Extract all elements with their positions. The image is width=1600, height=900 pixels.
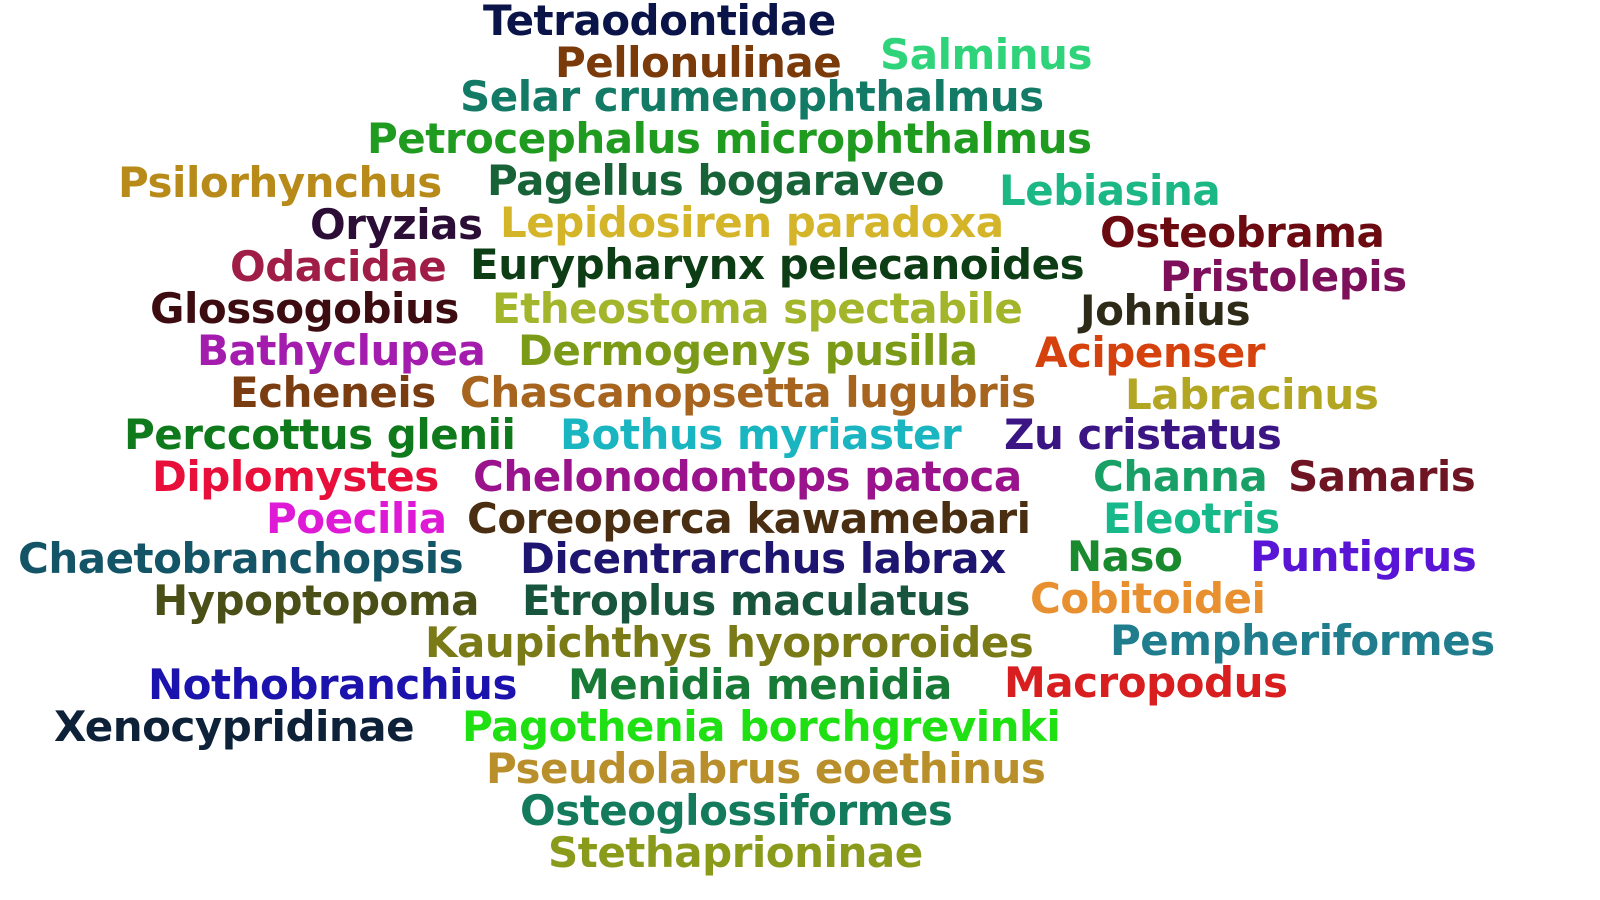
word-psilorhynchus: Psilorhynchus — [118, 158, 442, 207]
word-chaetobranchopsis: Chaetobranchopsis — [18, 534, 464, 583]
word-odacidae: Odacidae — [230, 242, 447, 291]
word-dicentrarchus-labrax: Dicentrarchus labrax — [520, 534, 1006, 583]
word-echeneis: Echeneis — [230, 368, 436, 417]
word-johnius: Johnius — [1080, 286, 1251, 335]
word-chascanopsetta-lugubris: Chascanopsetta lugubris — [460, 368, 1036, 417]
word-etheostoma-spectabile: Etheostoma spectabile — [492, 284, 1023, 333]
word-pempheriformes: Pempheriformes — [1110, 616, 1495, 665]
word-samaris: Samaris — [1288, 452, 1476, 501]
word-macropodus: Macropodus — [1004, 658, 1288, 707]
word-eurypharynx-pelecanoides: Eurypharynx pelecanoides — [470, 240, 1085, 289]
word-petrocephalus-microphthalmus: Petrocephalus microphthalmus — [367, 114, 1092, 163]
word-etroplus-maculatus: Etroplus maculatus — [522, 576, 970, 625]
word-hypoptopoma: Hypoptopoma — [153, 576, 479, 625]
word-glossogobius: Glossogobius — [150, 284, 459, 333]
word-nothobranchius: Nothobranchius — [148, 660, 517, 709]
word-diplomystes: Diplomystes — [152, 452, 439, 501]
word-salminus: Salminus — [880, 30, 1092, 79]
word-coreoperca-kawamebari: Coreoperca kawamebari — [467, 494, 1031, 543]
word-tetraodontidae: Tetraodontidae — [483, 0, 836, 45]
word-poecilia: Poecilia — [266, 494, 447, 543]
word-pseudolabrus-eoethinus: Pseudolabrus eoethinus — [486, 744, 1046, 793]
word-zu-cristatus: Zu cristatus — [1004, 410, 1282, 459]
word-pagellus-bogaraveo: Pagellus bogaraveo — [487, 156, 944, 205]
word-eleotris: Eleotris — [1103, 494, 1280, 543]
word-labracinus: Labracinus — [1125, 370, 1379, 419]
word-naso: Naso — [1067, 532, 1183, 581]
word-oryzias: Oryzias — [310, 200, 483, 249]
word-xenocypridinae: Xenocypridinae — [54, 702, 415, 751]
word-puntigrus: Puntigrus — [1250, 532, 1477, 581]
word-pristolepis: Pristolepis — [1160, 252, 1407, 301]
word-perccottus-glenii: Perccottus glenii — [124, 410, 516, 459]
word-lepidosiren-paradoxa: Lepidosiren paradoxa — [500, 198, 1004, 247]
word-acipenser: Acipenser — [1035, 328, 1265, 377]
word-kaupichthys-hyoproroides: Kaupichthys hyoproroides — [425, 618, 1034, 667]
word-stethaprioninae: Stethaprioninae — [548, 828, 923, 877]
word-chelonodontops-patoca: Chelonodontops patoca — [473, 452, 1022, 501]
word-osteobrama: Osteobrama — [1100, 208, 1385, 257]
word-bathyclupea: Bathyclupea — [197, 326, 486, 375]
word-lebiasina: Lebiasina — [999, 166, 1221, 215]
word-dermogenys-pusilla: Dermogenys pusilla — [518, 326, 978, 375]
word-selar-crumenophthalmus: Selar crumenophthalmus — [460, 72, 1044, 121]
word-cobitoidei: Cobitoidei — [1030, 574, 1266, 623]
word-bothus-myriaster: Bothus myriaster — [560, 410, 962, 459]
word-channa: Channa — [1093, 452, 1268, 501]
word-menidia-menidia: Menidia menidia — [568, 660, 952, 709]
word-pellonulinae: Pellonulinae — [555, 38, 842, 87]
word-osteoglossiformes: Osteoglossiformes — [520, 786, 953, 835]
word-pagothenia-borchgrevinki: Pagothenia borchgrevinki — [462, 702, 1061, 751]
